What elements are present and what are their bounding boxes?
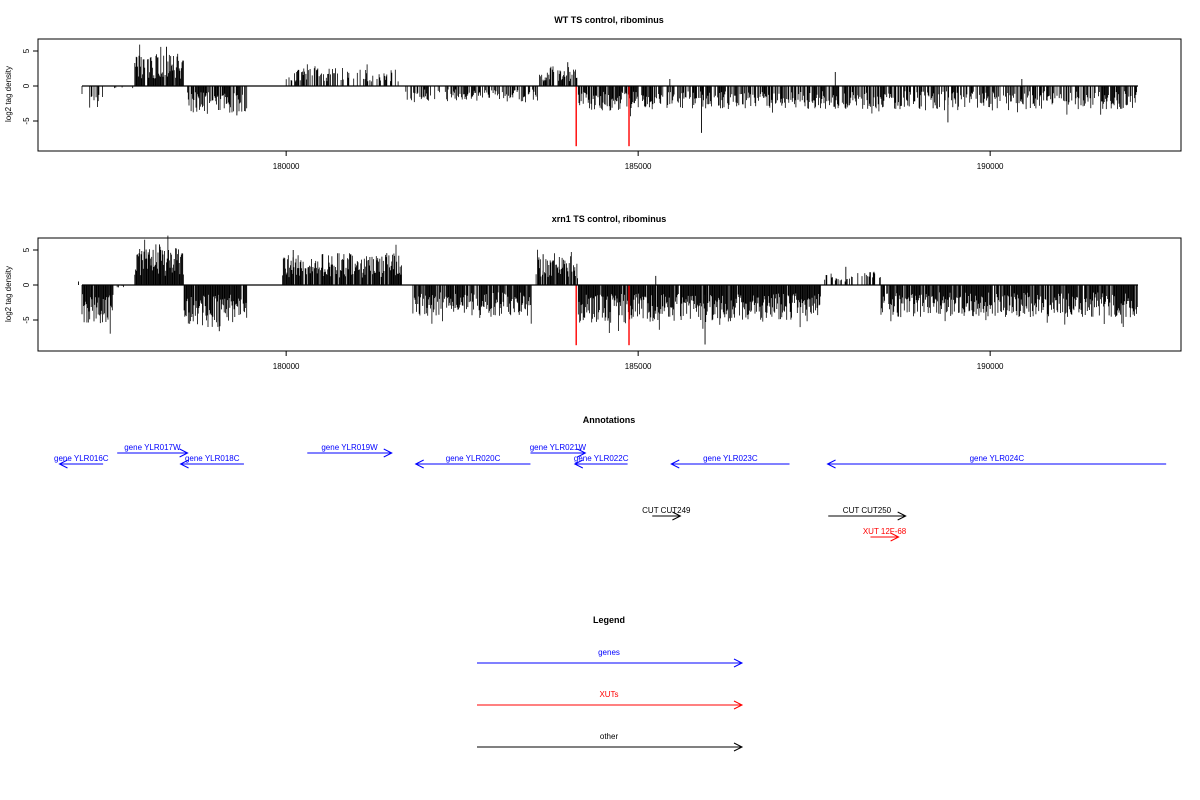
y-tick-label: -5 — [22, 117, 31, 125]
feature-label: gene YLR016C — [54, 454, 109, 463]
legend-items: genes XUTs other — [477, 648, 744, 752]
feature-arrow-head — [573, 459, 584, 469]
feature-arrow-head — [383, 448, 393, 458]
legend-label: other — [600, 732, 619, 741]
feature-label: gene YLR018C — [185, 454, 240, 463]
legend-arrow-head — [733, 658, 744, 668]
feature-label: gene YLR020C — [446, 454, 501, 463]
axis-layer: 5 0 -5 180000 185000 190000 — [22, 48, 1004, 171]
y-axis-label: log2 tag density — [4, 266, 13, 322]
annotations-title: Annotations — [583, 415, 636, 425]
y-axis-label: log2 tag density — [4, 66, 13, 122]
panel-title: WT TS control, ribominus — [554, 15, 664, 25]
legend-arrow-head — [733, 742, 744, 752]
feature-label: gene YLR022C — [574, 454, 629, 463]
feature-arrow-head — [179, 459, 189, 469]
feature-arrow-head — [826, 459, 836, 469]
feature-arrow-head — [890, 532, 900, 542]
feature-label: gene YLR019W — [321, 443, 378, 452]
x-tick-label: 185000 — [625, 162, 652, 171]
feature-arrow-head — [58, 459, 68, 469]
axis-layer: 5 0 -5 180000 185000 190000 — [22, 247, 1004, 371]
feature-label: XUT 12F-68 — [863, 527, 907, 536]
x-tick-label: 180000 — [273, 362, 300, 371]
y-tick-label: 5 — [22, 247, 31, 252]
feature-arrow-head — [577, 448, 587, 458]
legend-label: XUTs — [599, 690, 618, 699]
feature-label: gene YLR017W — [124, 443, 181, 452]
plot-frame — [37, 38, 1182, 152]
feature-label: gene YLR023C — [703, 454, 758, 463]
feature-label: gene YLR021W — [530, 443, 587, 452]
bar-layer — [78, 235, 1138, 346]
legend-title: Legend — [593, 615, 625, 625]
feature-arrow-head — [670, 459, 680, 469]
y-tick-label: 0 — [22, 282, 31, 287]
feature-arrow-head — [897, 511, 907, 521]
feature-arrow-head — [672, 511, 682, 521]
panel-xrn1: xrn1 TS control, ribominus log2 tag dens… — [4, 214, 1182, 371]
x-tick-label: 190000 — [977, 362, 1004, 371]
plot-frame — [37, 237, 1182, 352]
panel-wt: WT TS control, ribominus log2 tag densit… — [4, 15, 1182, 171]
x-tick-label: 185000 — [625, 362, 652, 371]
y-tick-label: -5 — [22, 316, 31, 324]
feature-label: gene YLR024C — [970, 454, 1025, 463]
feature-arrow-head — [414, 459, 424, 469]
y-tick-label: 5 — [22, 48, 31, 53]
x-tick-label: 190000 — [977, 162, 1004, 171]
legend-label: genes — [598, 648, 620, 657]
legend: Legend genes XUTs other — [477, 615, 744, 752]
feature-label: CUT CUT249 — [642, 506, 691, 515]
legend-arrow-head — [733, 700, 744, 710]
panel-title: xrn1 TS control, ribominus — [552, 214, 667, 224]
y-tick-label: 0 — [22, 83, 31, 88]
x-tick-label: 180000 — [273, 162, 300, 171]
bar-layer — [81, 44, 1138, 147]
feature-arrow-head — [179, 448, 189, 458]
feature-label: CUT CUT250 — [843, 506, 892, 515]
feature-layer: gene YLR016C gene YLR017W gene YLR018C gene… — [54, 443, 1167, 542]
